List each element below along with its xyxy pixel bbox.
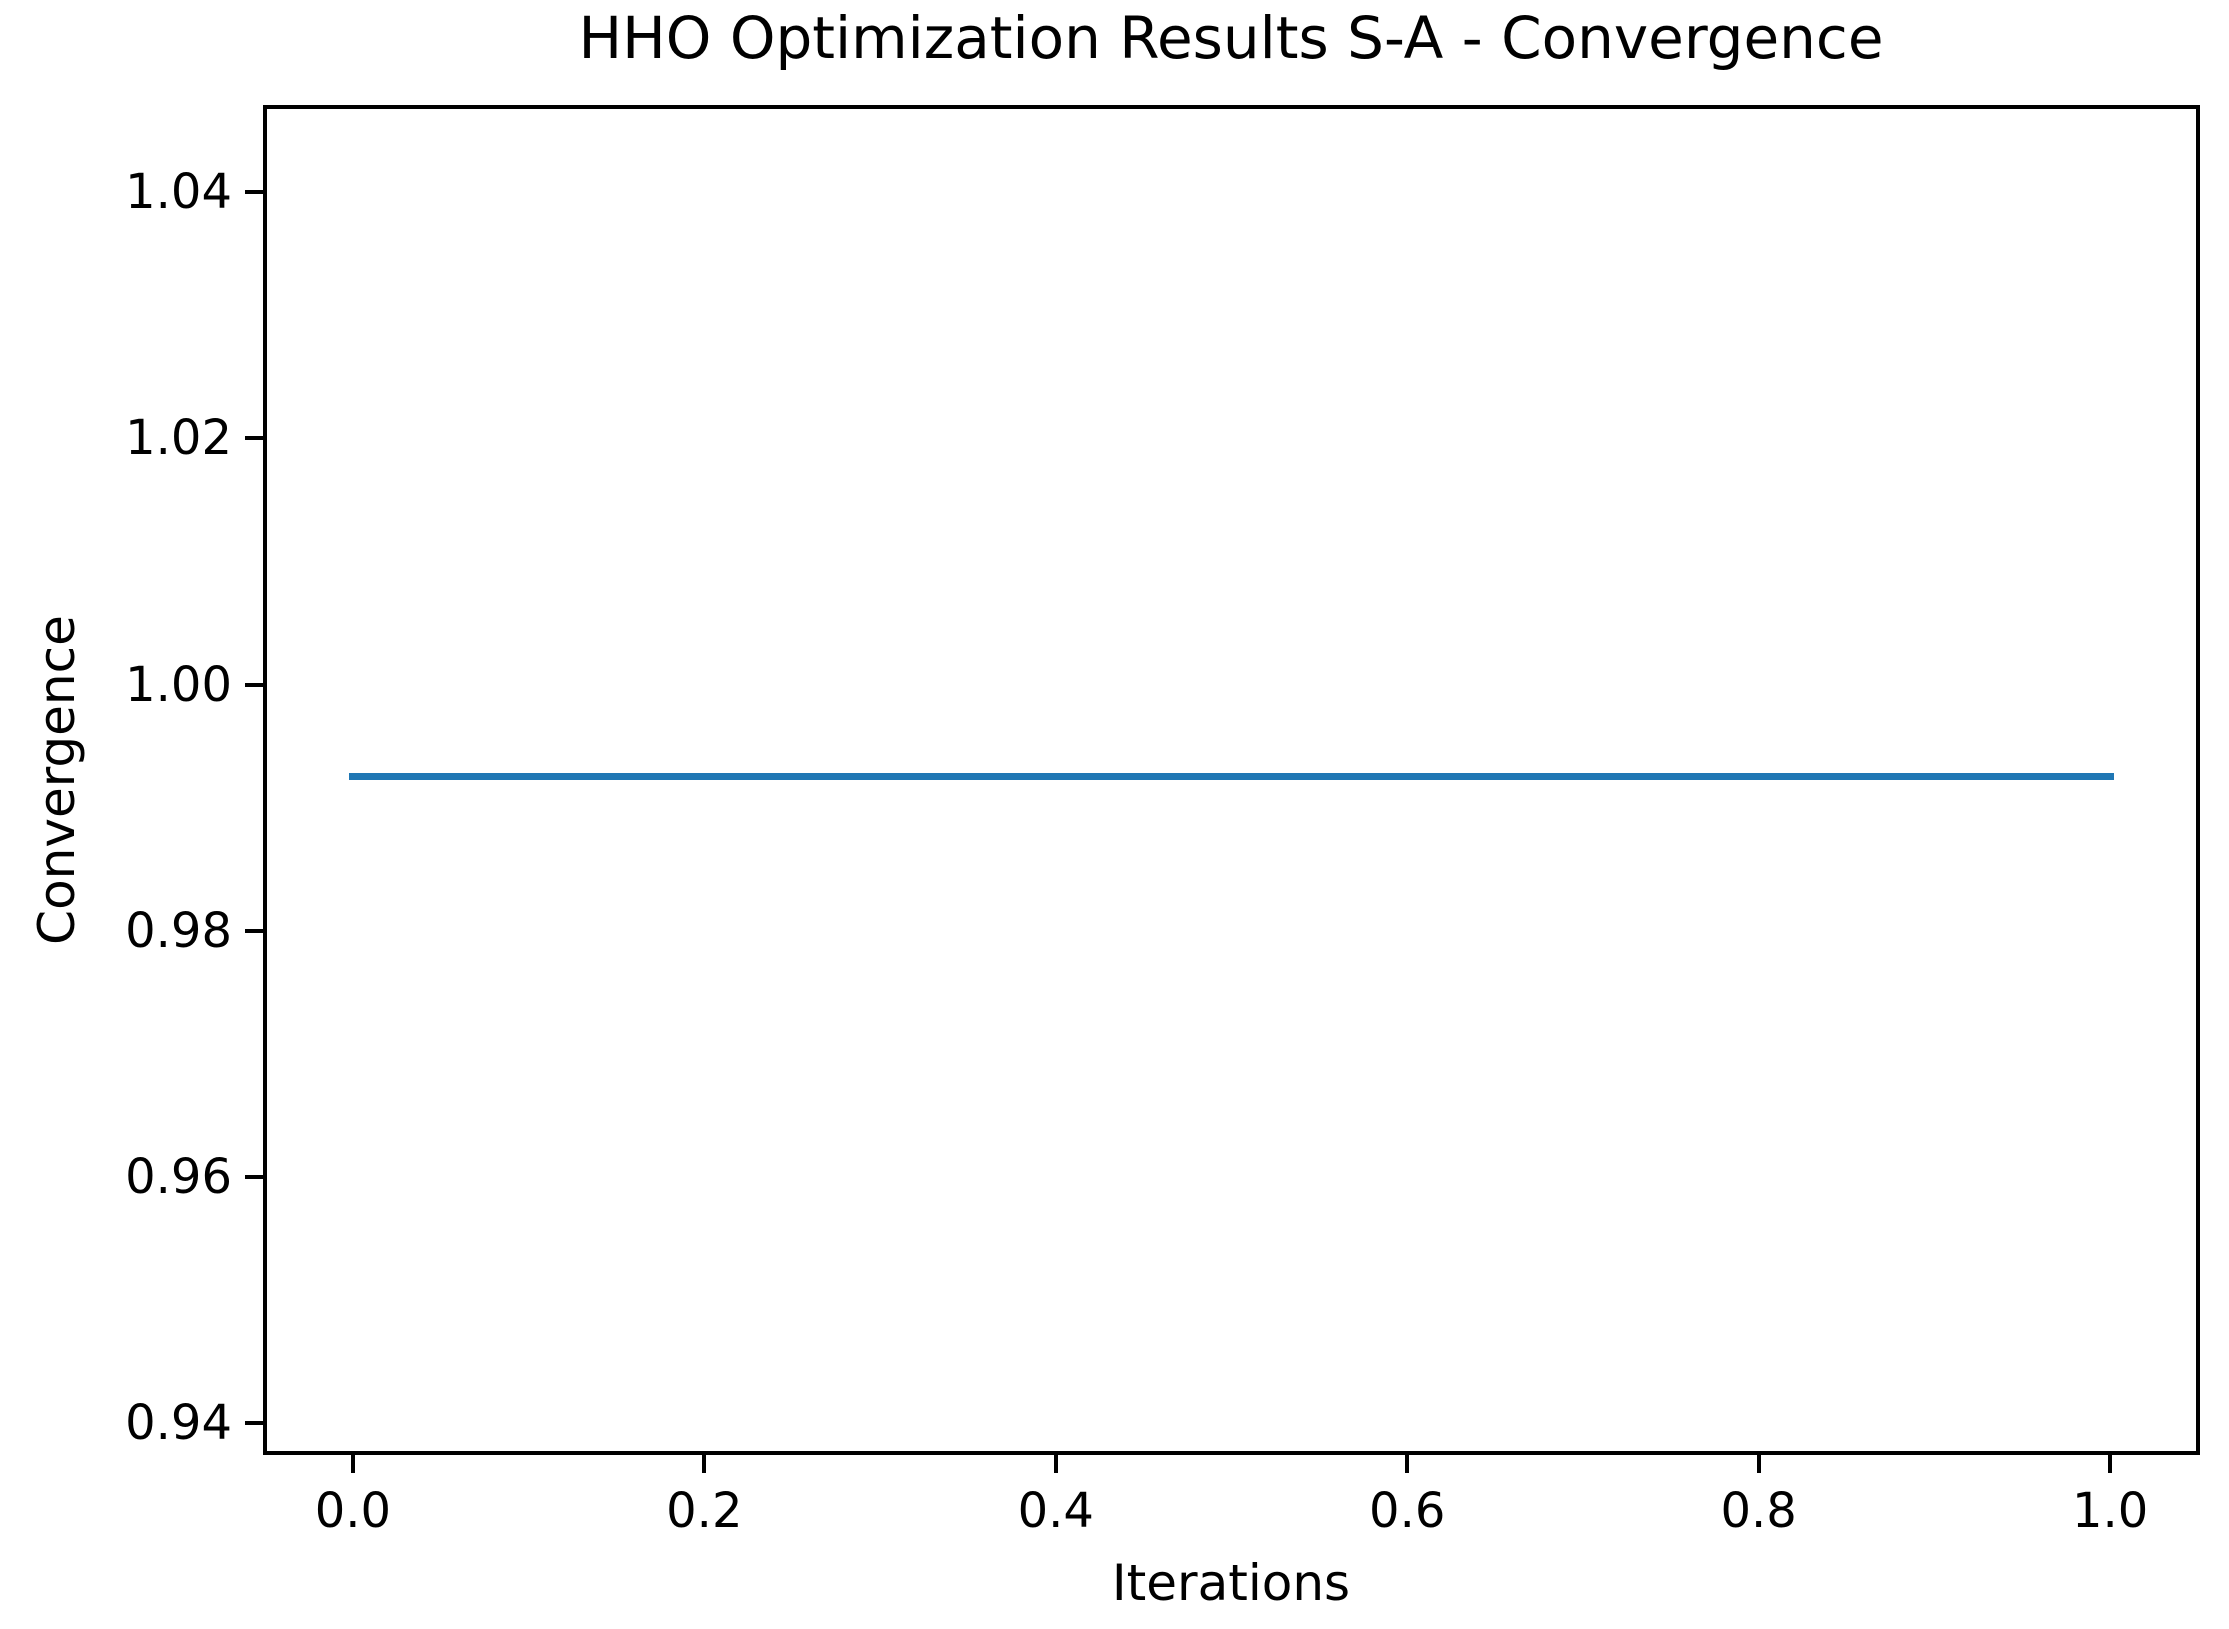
x-axis-label: Iterations (1111, 1554, 1351, 1612)
chart-title: HHO Optimization Results S-A - Convergen… (578, 4, 1884, 72)
y-tick-label: 0.96 (125, 1149, 232, 1206)
y-tick (245, 682, 263, 687)
x-tick-label: 0.2 (666, 1483, 743, 1539)
y-axis-label: Convergence (28, 615, 86, 945)
x-tick (1053, 1455, 1058, 1473)
x-tick (702, 1455, 707, 1473)
y-tick-label: 0.94 (125, 1395, 232, 1452)
x-tick (2108, 1455, 2113, 1473)
x-tick (350, 1455, 355, 1473)
x-tick-label: 0.0 (314, 1483, 392, 1539)
y-tick-label: 1.04 (125, 163, 232, 220)
y-tick-label: 0.98 (125, 902, 232, 959)
y-tick (245, 1421, 263, 1426)
y-tick-label: 1.02 (125, 410, 232, 467)
x-tick (1405, 1455, 1410, 1473)
y-tick (245, 1175, 263, 1180)
y-tick (245, 189, 263, 194)
x-tick (1756, 1455, 1761, 1473)
x-tick-label: 0.8 (1720, 1483, 1797, 1539)
x-tick-label: 0.6 (1369, 1483, 1446, 1539)
y-tick (245, 436, 263, 441)
x-tick-label: 0.4 (1017, 1483, 1094, 1539)
convergence-curve-line (349, 773, 2114, 781)
x-tick-label: 1.0 (2071, 1483, 2149, 1539)
y-tick-label: 1.00 (125, 656, 232, 713)
y-tick (245, 928, 263, 933)
